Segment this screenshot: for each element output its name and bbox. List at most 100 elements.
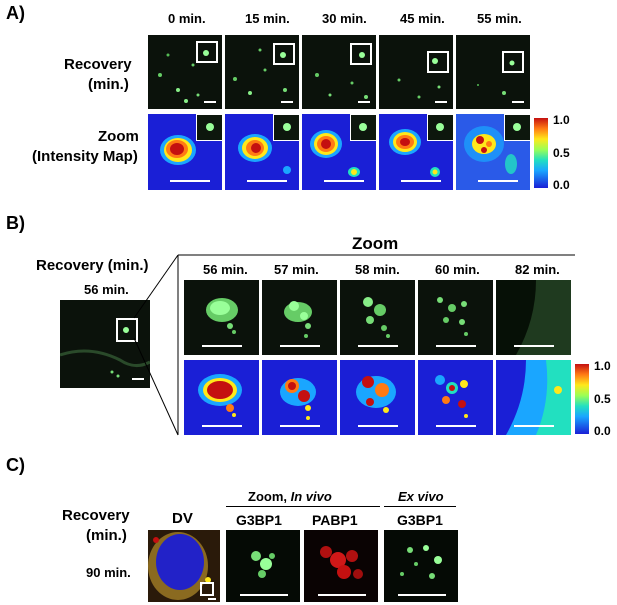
panel-a-heatmap-45min <box>379 114 453 190</box>
panel-a-row2-label-2: (Intensity Map) <box>32 148 138 165</box>
panel-b-time-0: 56 min. <box>203 262 248 277</box>
panel-b-image-58min <box>340 280 415 355</box>
panel-b-colorbar <box>575 364 589 434</box>
panel-a-image-45min <box>379 35 453 109</box>
panel-b-overview-image <box>60 300 150 388</box>
panel-a-colorbar-tick: 1.0 <box>553 113 570 127</box>
scale-bar <box>281 101 293 103</box>
panel-b-image-57min <box>262 280 337 355</box>
panel-b-heatmap-82min <box>496 360 571 435</box>
scale-bar <box>401 180 441 182</box>
panel-c-g3bp1-label: G3BP1 <box>236 512 282 528</box>
scale-bar <box>358 425 398 427</box>
zoom-box <box>196 41 218 63</box>
scale-bar <box>208 598 216 600</box>
panel-a-row1-label-2: (min.) <box>88 76 129 93</box>
panel-c-pabp1-label: PABP1 <box>312 512 358 528</box>
panel-b-heatmap-60min <box>418 360 493 435</box>
panel-a-time-4: 55 min. <box>477 11 522 26</box>
scale-bar <box>512 101 524 103</box>
panel-a-colorbar-tick: 0.0 <box>553 178 570 192</box>
panel-a-time-3: 45 min. <box>400 11 445 26</box>
panel-b-colorbar-tick: 0.5 <box>594 392 611 406</box>
scale-bar <box>170 180 210 182</box>
panel-b-colorbar-tick: 0.0 <box>594 424 611 438</box>
panel-b-time-4: 82 min. <box>515 262 560 277</box>
panel-a-image-30min <box>302 35 376 109</box>
panel-b-letter: B) <box>6 213 25 233</box>
panel-a-colorbar-tick: 0.5 <box>553 146 570 160</box>
scale-bar <box>324 180 364 182</box>
scale-bar <box>436 345 476 347</box>
panel-c-g3bp1-exvivo-image <box>384 530 458 602</box>
panel-a-heatmap-15min <box>225 114 299 190</box>
panel-b-time-2: 58 min. <box>355 262 400 277</box>
scale-bar <box>204 101 216 103</box>
panel-b-image-56min <box>184 280 259 355</box>
scale-bar <box>478 180 518 182</box>
scale-bar <box>514 345 554 347</box>
panel-c-dv-label: DV <box>172 510 193 527</box>
scale-bar <box>436 425 476 427</box>
zoom-prefix: Zoom, <box>248 489 291 504</box>
divider <box>384 506 456 507</box>
scale-bar <box>280 425 320 427</box>
panel-c-g3bp1-exvivo-label: G3BP1 <box>397 512 443 528</box>
inset-image <box>273 114 299 141</box>
scale-bar <box>398 594 446 596</box>
panel-b-colorbar-tick: 1.0 <box>594 359 611 373</box>
panel-a-letter: A) <box>6 3 25 23</box>
zoom-box <box>350 43 372 65</box>
scale-bar <box>202 425 242 427</box>
scale-bar <box>358 345 398 347</box>
scale-bar <box>132 378 144 380</box>
panel-a-time-0: 0 min. <box>168 11 206 26</box>
zoom-box <box>273 43 295 65</box>
inset-image <box>196 114 222 141</box>
divider <box>226 506 380 507</box>
scale-bar <box>247 180 287 182</box>
panel-b-heatmap-56min <box>184 360 259 435</box>
panel-c-g3bp1-image <box>226 530 300 602</box>
zoom-box <box>200 582 214 596</box>
panel-b-heatmap-57min <box>262 360 337 435</box>
panel-c-label-2: (min.) <box>86 527 127 544</box>
zoom-box <box>502 51 524 73</box>
zoom-box <box>116 318 138 342</box>
panel-a-image-15min <box>225 35 299 109</box>
panel-a-heatmap-0min <box>148 114 222 190</box>
inset-image <box>504 114 530 141</box>
panel-c-time: 90 min. <box>86 565 131 580</box>
scale-bar <box>240 594 288 596</box>
panel-a-row2-label-1: Zoom <box>98 128 139 145</box>
panel-a-image-0min <box>148 35 222 109</box>
panel-b-zoom-title: Zoom <box>352 234 399 253</box>
panel-b-image-82min <box>496 280 571 355</box>
panel-a-colorbar <box>534 118 548 188</box>
scale-bar <box>280 345 320 347</box>
panel-c-ex-vivo-title: Ex vivo <box>398 489 444 504</box>
panel-b-time-1: 57 min. <box>274 262 319 277</box>
in-vivo-text: In vivo <box>290 489 332 504</box>
scale-bar <box>435 101 447 103</box>
scale-bar <box>358 101 370 103</box>
panel-c-pabp1-image <box>304 530 378 602</box>
panel-a-time-2: 30 min. <box>322 11 367 26</box>
scale-bar <box>514 425 554 427</box>
panel-a-time-1: 15 min. <box>245 11 290 26</box>
panel-a-heatmap-55min <box>456 114 530 190</box>
panel-c-label-1: Recovery <box>62 507 130 524</box>
panel-c-zoom-in-vivo-title: Zoom, In vivo <box>248 489 332 504</box>
panel-b-image-60min <box>418 280 493 355</box>
scale-bar <box>202 345 242 347</box>
panel-a-row1-label-1: Recovery <box>64 56 132 73</box>
panel-c-letter: C) <box>6 455 25 475</box>
panel-b-time-3: 60 min. <box>435 262 480 277</box>
scale-bar <box>318 594 366 596</box>
panel-b-overview-time: 56 min. <box>84 282 129 297</box>
panel-b-heatmap-58min <box>340 360 415 435</box>
zoom-box <box>427 51 449 73</box>
panel-c-dv-image <box>148 530 220 602</box>
panel-a-heatmap-30min <box>302 114 376 190</box>
